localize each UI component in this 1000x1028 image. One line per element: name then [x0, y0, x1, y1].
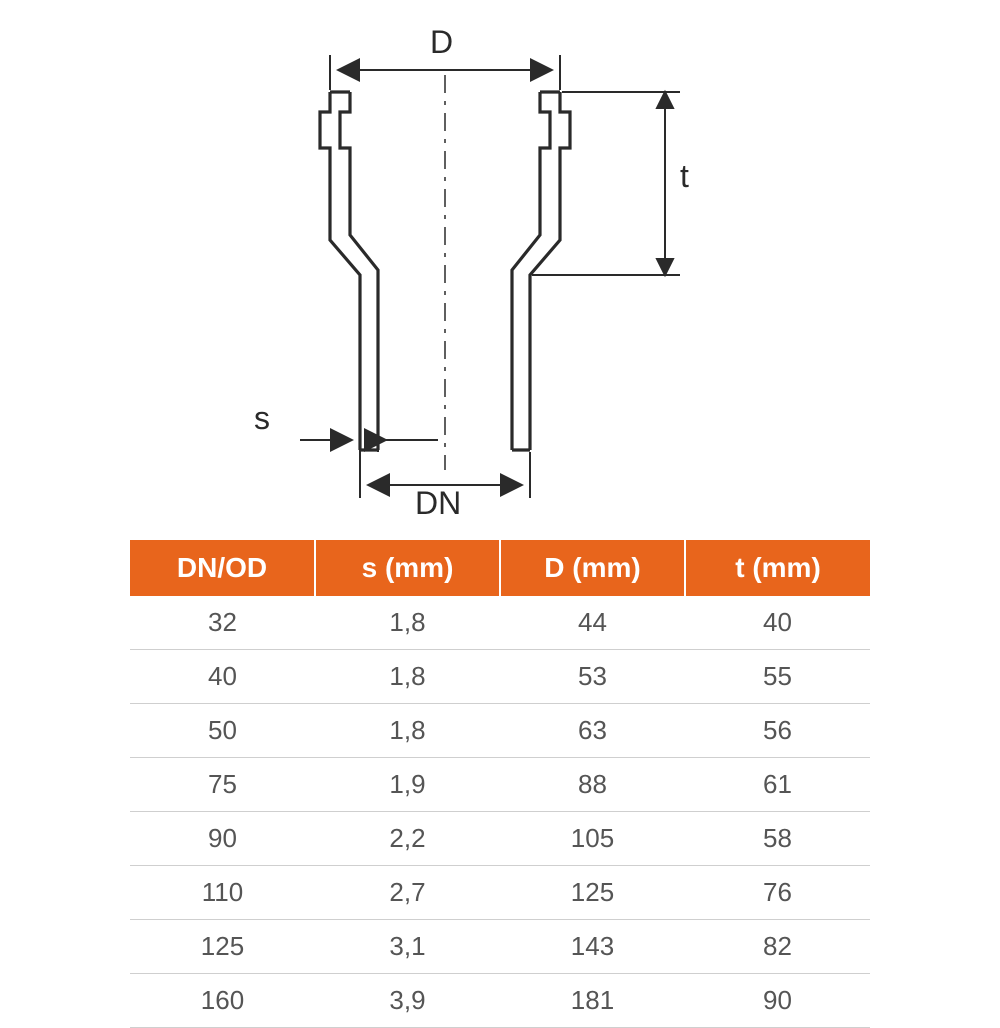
table-cell: 2,7 [315, 866, 500, 920]
table-cell: 44 [500, 596, 685, 650]
col-header-t: t (mm) [685, 540, 870, 596]
table-row: 321,84440 [130, 596, 870, 650]
table-cell: 181 [500, 974, 685, 1028]
label-s: s [254, 400, 270, 437]
table-row: 401,85355 [130, 650, 870, 704]
table-cell: 58 [685, 812, 870, 866]
table-cell: 82 [685, 920, 870, 974]
spec-table-area: DN/OD s (mm) D (mm) t (mm) 321,84440401,… [130, 540, 870, 1028]
table-cell: 61 [685, 758, 870, 812]
table-cell: 32 [130, 596, 315, 650]
table-cell: 90 [685, 974, 870, 1028]
table-cell: 1,8 [315, 650, 500, 704]
table-row: 1603,918190 [130, 974, 870, 1028]
table-cell: 50 [130, 704, 315, 758]
table-cell: 3,1 [315, 920, 500, 974]
table-cell: 2,2 [315, 812, 500, 866]
table-cell: 160 [130, 974, 315, 1028]
table-cell: 105 [500, 812, 685, 866]
table-cell: 1,8 [315, 704, 500, 758]
table-cell: 1,9 [315, 758, 500, 812]
label-d: D [430, 24, 453, 61]
table-cell: 90 [130, 812, 315, 866]
table-cell: 75 [130, 758, 315, 812]
diagram-svg [170, 30, 830, 510]
table-cell: 125 [500, 866, 685, 920]
label-t: t [680, 158, 689, 195]
table-row: 1253,114382 [130, 920, 870, 974]
table-cell: 88 [500, 758, 685, 812]
table-cell: 63 [500, 704, 685, 758]
table-cell: 3,9 [315, 974, 500, 1028]
table-header-row: DN/OD s (mm) D (mm) t (mm) [130, 540, 870, 596]
table-cell: 40 [685, 596, 870, 650]
table-cell: 143 [500, 920, 685, 974]
label-dn: DN [415, 485, 461, 522]
table-cell: 110 [130, 866, 315, 920]
table-body: 321,84440401,85355501,86356751,98861902,… [130, 596, 870, 1028]
pipe-diagram: D t s DN [170, 30, 830, 510]
table-row: 902,210558 [130, 812, 870, 866]
table-row: 1102,712576 [130, 866, 870, 920]
table-cell: 76 [685, 866, 870, 920]
table-row: 751,98861 [130, 758, 870, 812]
table-cell: 125 [130, 920, 315, 974]
col-header-s: s (mm) [315, 540, 500, 596]
col-header-d: D (mm) [500, 540, 685, 596]
table-row: 501,86356 [130, 704, 870, 758]
spec-table: DN/OD s (mm) D (mm) t (mm) 321,84440401,… [130, 540, 870, 1028]
table-cell: 1,8 [315, 596, 500, 650]
table-cell: 53 [500, 650, 685, 704]
table-cell: 56 [685, 704, 870, 758]
col-header-dnod: DN/OD [130, 540, 315, 596]
table-cell: 40 [130, 650, 315, 704]
table-cell: 55 [685, 650, 870, 704]
page-container: D t s DN DN/OD s (mm) D (mm) t (mm) 321,… [0, 0, 1000, 1000]
